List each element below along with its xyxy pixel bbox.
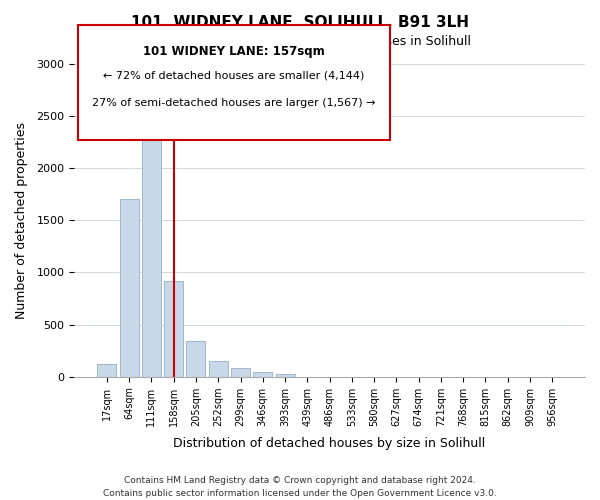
Text: 27% of semi-detached houses are larger (1,567) →: 27% of semi-detached houses are larger (… (92, 98, 376, 108)
Text: Contains public sector information licensed under the Open Government Licence v3: Contains public sector information licen… (103, 488, 497, 498)
Bar (231, 368, 250, 376)
Text: ← 72% of detached houses are smaller (4,144): ← 72% of detached houses are smaller (4,… (103, 70, 365, 80)
Bar (275, 374, 295, 376)
X-axis label: Distribution of detached houses by size in Solihull: Distribution of detached houses by size … (173, 437, 486, 450)
Bar (142, 129, 161, 376)
Bar (253, 372, 272, 376)
Y-axis label: Number of detached properties: Number of detached properties (15, 122, 28, 319)
Bar (97, 364, 116, 376)
Bar (187, 340, 205, 376)
Text: Size of property relative to detached houses in Solihull: Size of property relative to detached ho… (128, 35, 472, 48)
Text: 101, WIDNEY LANE, SOLIHULL, B91 3LH: 101, WIDNEY LANE, SOLIHULL, B91 3LH (131, 15, 469, 30)
Bar (119, 200, 139, 376)
Bar (164, 281, 183, 376)
Text: 101 WIDNEY LANE: 157sqm: 101 WIDNEY LANE: 157sqm (143, 45, 325, 58)
Bar (209, 360, 227, 376)
Text: Contains HM Land Registry data © Crown copyright and database right 2024.: Contains HM Land Registry data © Crown c… (124, 476, 476, 485)
